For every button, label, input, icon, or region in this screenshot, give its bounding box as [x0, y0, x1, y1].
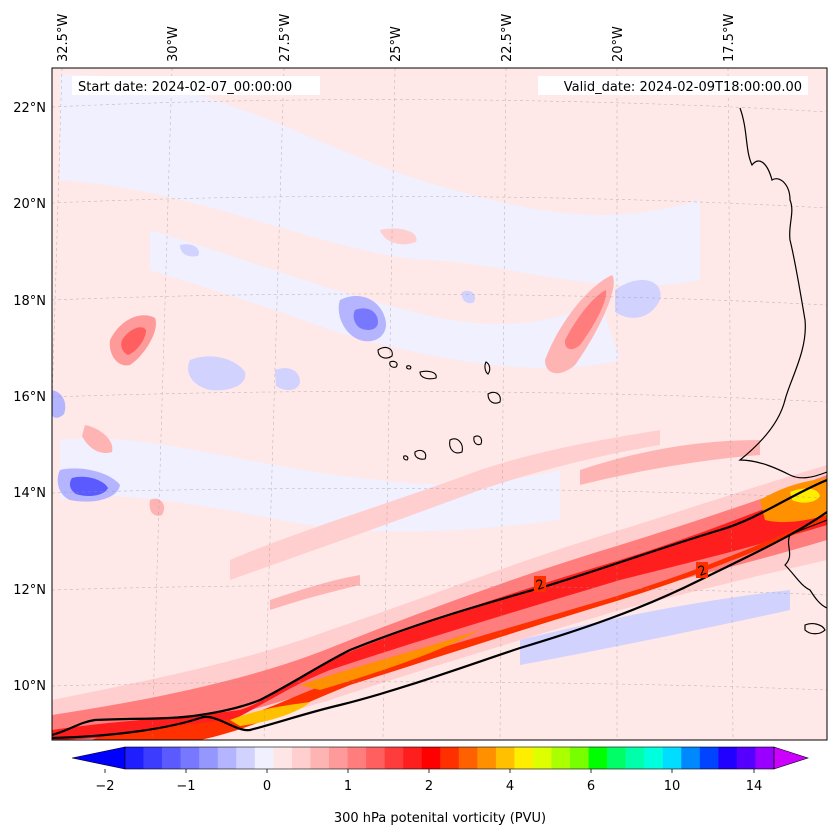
- colorbar-cell: [291, 747, 311, 769]
- lon-label-7: 17.5°W: [722, 14, 737, 62]
- colorbar-cell: [625, 747, 645, 769]
- high-pv-filament: [52, 465, 827, 740]
- lon-label-1: 32.5°W: [56, 14, 71, 62]
- pv-contour-lines: [52, 478, 827, 740]
- colorbar-cell: [199, 747, 219, 769]
- colorbar-cell: [236, 747, 256, 769]
- valid-date-text: Valid_date: 2024-02-09T18:00:00.00: [564, 80, 802, 95]
- moderate-pv-streaks: [82, 228, 760, 610]
- colorbar-cell: [532, 747, 552, 769]
- colorbar-cell: [736, 747, 756, 769]
- colorbar-frame: [124, 746, 775, 770]
- lat-label-1: 22°N: [13, 101, 46, 116]
- info-box-start: [72, 76, 320, 95]
- colorbar-cell: [477, 747, 497, 769]
- colorbar-cell: [254, 747, 274, 769]
- colorbar-cell: [662, 747, 682, 769]
- info-box-valid: [538, 76, 808, 95]
- colorbar-cell: [328, 747, 348, 769]
- colorbar-over-arrow: [773, 746, 809, 770]
- colorbar-cell: [570, 747, 589, 769]
- lon-label-5: 22.5°W: [500, 14, 515, 62]
- colorbar-cell: [421, 747, 441, 769]
- lat-label-5: 14°N: [13, 486, 46, 501]
- cb-tick-9: 14: [746, 779, 763, 794]
- lat-label-3: 18°N: [13, 294, 46, 309]
- colorbar-cell: [180, 747, 200, 769]
- colorbar-cell: [384, 747, 404, 769]
- cb-tick-4: 1: [344, 779, 352, 794]
- colorbar: −2 −1 0 1 2 4 6 10 14 300 hPa potenital …: [71, 746, 809, 826]
- lat-label-2: 20°N: [13, 197, 46, 212]
- colorbar-cell: [607, 747, 626, 769]
- cb-tick-1: −2: [95, 779, 114, 794]
- graticule: [52, 68, 827, 740]
- cb-tick-3: 0: [263, 779, 271, 794]
- lon-label-4: 25°W: [389, 26, 404, 62]
- colorbar-cell: [514, 747, 534, 769]
- colorbar-cell: [273, 747, 293, 769]
- colorbar-cell: [347, 747, 367, 769]
- cb-tick-6: 4: [506, 779, 514, 794]
- colorbar-cell: [718, 747, 738, 769]
- latitude-labels: 22°N 20°N 18°N 16°N 14°N 12°N 10°N: [13, 101, 46, 694]
- map-panel: 2 2: [52, 68, 827, 740]
- start-date-text: Start date: 2024-02-07_00:00:00: [78, 80, 292, 95]
- colorbar-cell: [440, 747, 460, 769]
- colorbar-cell: [699, 747, 719, 769]
- lon-label-6: 20°W: [611, 26, 626, 62]
- low-pv-regions: [52, 74, 790, 665]
- colorbar-cell: [551, 747, 571, 769]
- colorbar-cell: [366, 747, 385, 769]
- colorbar-cell: [403, 747, 422, 769]
- coastline: [738, 107, 827, 635]
- cape-verde-islands: [377, 347, 501, 461]
- colorbar-cell: [162, 747, 181, 769]
- colorbar-ticks: [104, 769, 755, 773]
- colorbar-cell: [143, 747, 163, 769]
- colorbar-cell: [755, 747, 775, 769]
- colorbar-cell: [644, 747, 664, 769]
- colorbar-cell: [681, 747, 701, 769]
- cb-tick-7: 6: [587, 779, 595, 794]
- colorbar-cells: [125, 747, 775, 769]
- colorbar-title: 300 hPa potenital vorticity (PVU): [334, 811, 546, 826]
- lat-label-4: 16°N: [13, 390, 46, 405]
- lat-label-6: 12°N: [13, 583, 46, 598]
- lon-label-3: 27.5°W: [278, 14, 293, 62]
- lon-label-2: 30°W: [166, 26, 181, 62]
- cb-tick-2: −1: [176, 779, 195, 794]
- longitude-labels: 32.5°W 30°W 27.5°W 25°W 22.5°W 20°W 17.5…: [56, 14, 737, 62]
- colorbar-cell: [588, 747, 608, 769]
- colorbar-cell: [217, 747, 237, 769]
- lat-label-7: 10°N: [13, 679, 46, 694]
- cb-tick-8: 10: [664, 779, 681, 794]
- colorbar-cell: [125, 747, 144, 769]
- colorbar-under-arrow: [71, 746, 126, 770]
- colorbar-cell: [495, 747, 515, 769]
- colorbar-cell: [310, 747, 330, 769]
- cb-tick-5: 2: [425, 779, 433, 794]
- colorbar-cell: [458, 747, 478, 769]
- map-frame: [51, 67, 828, 741]
- contour-labels: 2 2: [534, 562, 709, 594]
